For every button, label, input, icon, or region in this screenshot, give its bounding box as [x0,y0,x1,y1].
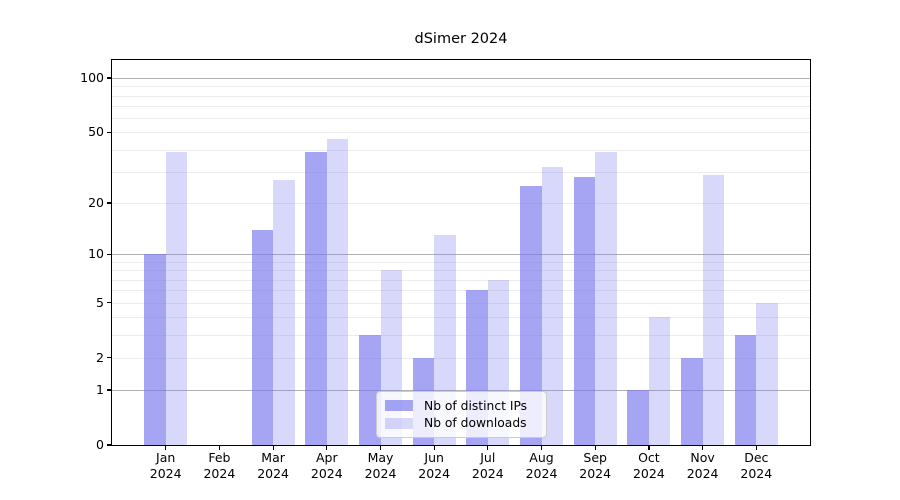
legend: Nb of distinct IPs Nb of downloads [376,391,547,438]
x-tick-nov [702,445,704,450]
y-tick-label-50: 50 [88,124,104,140]
x-tick-aug [540,445,543,450]
x-tick-label-nov: Nov 2024 [686,450,719,481]
y-tick-label-1: 1 [96,381,104,397]
bar-downloads-mar [273,180,295,445]
x-tick-label-mar: Mar 2024 [257,450,289,481]
legend-item-distinct-ips: Nb of distinct IPs [385,399,538,413]
bar-ips-oct [627,389,649,445]
gridline-minor-4 [112,317,810,318]
legend-label-downloads: Nb of downloads [424,416,527,431]
bar-ips-apr [305,151,327,445]
y-tick-label-10: 10 [88,246,104,262]
gridline-minor-7 [112,279,810,281]
x-tick-dec [755,445,757,450]
x-tick-label-dec: Dec 2024 [740,450,773,481]
x-tick-oct [648,445,650,450]
gridline-major-100 [112,78,810,79]
x-tick-may [379,445,382,450]
chart-title: dSimer 2024 [414,31,508,47]
gridline-minor-5 [112,302,810,304]
bar-downloads-jan [165,151,188,445]
y-tick-label-100: 100 [80,70,104,85]
bar-downloads-aug [541,167,563,445]
y-tick-label-2: 2 [96,349,104,365]
legend-swatch-downloads [385,417,413,429]
x-tick-label-jun: Jun 2024 [418,450,451,481]
x-tick-label-aug: Aug 2024 [525,450,558,481]
y-tick-50 [107,131,112,133]
bar-downloads-oct [648,317,671,445]
x-tick-jan [165,445,167,450]
x-tick-jun [433,445,435,450]
gridline-minor-90 [112,86,810,88]
y-tick-5 [107,301,112,304]
gridline-minor-9 [112,261,810,263]
legend-label-distinct-ips: Nb of distinct IPs [424,398,528,413]
x-tick-jul [487,445,489,450]
gridline-minor-6 [112,290,810,292]
plot-area [107,59,811,450]
gridline-major-10 [112,254,810,256]
bar-ips-may [359,334,381,445]
y-tick-1 [107,389,112,391]
x-tick-feb [218,445,221,450]
x-tick-mar [272,445,274,450]
gridline-minor-80 [112,95,810,97]
gridline-minor-2 [112,357,810,359]
y-tick-label-20: 20 [88,194,104,210]
bar-downloads-nov [702,174,725,445]
bar-ips-dec [734,334,757,445]
x-tick-sep [594,445,596,450]
gridline-minor-60 [112,118,810,120]
x-tick-label-feb: Feb 2024 [203,450,236,481]
bar-downloads-apr [326,138,349,445]
x-tick-label-oct: Oct 2024 [632,450,665,481]
bar-downloads-sep [595,151,617,445]
gridline-minor-20 [112,202,810,204]
gridline-major-1 [112,389,810,391]
bar-ips-aug [520,185,542,445]
gridline-minor-50 [112,132,810,134]
y-tick-label-0: 0 [96,437,104,452]
legend-swatch-distinct-ips [385,400,413,412]
gridline-minor-30 [112,171,810,173]
x-tick-label-may: May 2024 [364,450,397,481]
legend-item-downloads: Nb of downloads [385,416,538,430]
y-tick-10 [107,253,112,255]
bar-ips-mar [251,229,274,445]
y-tick-2 [107,357,112,359]
bar-downloads-dec [756,302,778,445]
x-tick-label-sep: Sep 2024 [579,450,612,481]
bar-ips-jan [144,254,166,445]
x-tick-label-jul: Jul 2024 [471,450,504,481]
y-tick-label-5: 5 [96,294,104,310]
x-tick-label-apr: Apr 2024 [310,450,343,481]
y-tick-100 [107,77,112,79]
x-tick-label-jan: Jan 2024 [149,450,182,481]
gridline-minor-8 [112,270,810,272]
y-tick-0 [107,444,112,446]
gridline-minor-70 [112,106,810,107]
gridline-minor-3 [112,334,810,336]
bar-ips-sep [573,177,596,445]
bar-ips-nov [681,357,703,445]
x-tick-apr [326,445,328,450]
y-tick-20 [107,202,112,204]
gridline-minor-40 [112,149,810,151]
